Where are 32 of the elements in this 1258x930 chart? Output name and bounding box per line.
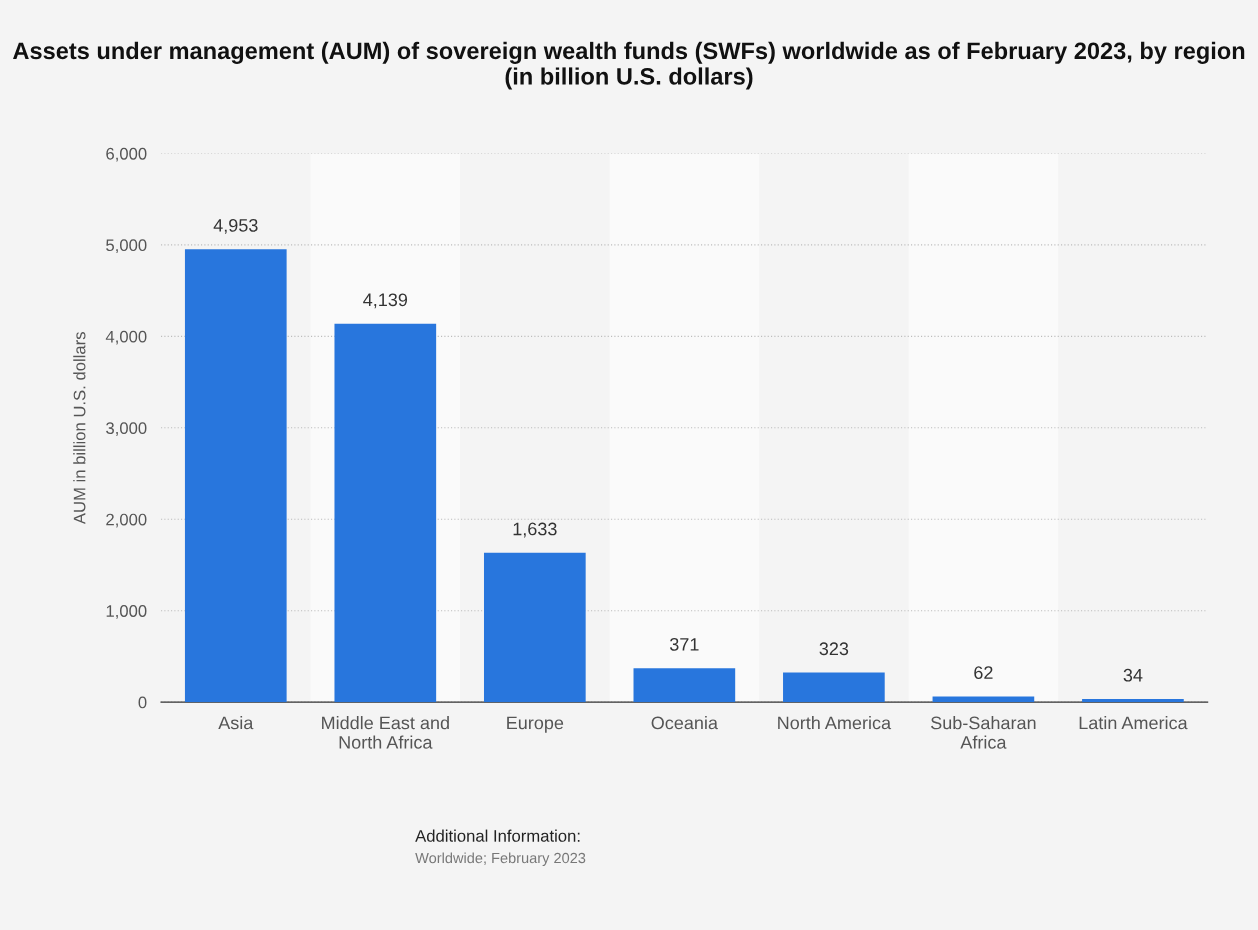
x-tick-label: Latin America [1079,716,1188,730]
data-label: 4,953 [213,218,258,234]
x-tick-label: Asia [218,716,254,730]
x-tick-label: Middle East and North Africa [322,716,449,749]
x-tick-label: Europe [507,716,564,733]
y-tick-label: 2,000 [106,513,147,528]
y-tick-label: 3,000 [106,422,147,436]
data-label: 1,633 [513,522,557,538]
y-tick-label: 5,000 [106,239,147,254]
bar [184,249,287,703]
data-label: 4,139 [363,293,408,309]
bar [633,668,736,703]
x-tick-label: Oceania [651,716,718,730]
y-tick-label: 1,000 [106,605,147,619]
bar [783,672,885,703]
text: Worldwide; February 2023 [415,852,586,867]
data-label: 371 [669,637,699,651]
data-label: 323 [819,642,849,656]
bar [1082,699,1184,703]
x-tick-label: North America [778,716,892,730]
bar [334,323,437,703]
y-tick-label: 6,000 [106,147,147,162]
y-tick-label: 0 [138,696,147,709]
data-label: 62 [974,666,993,680]
data-label: 34 [1123,668,1143,682]
x-tick-label: Sub-Saharan Africa [931,716,1036,749]
bar [932,696,1035,703]
y-axis-title: AUM in billion U.S. dollars [73,332,86,525]
bar [483,552,586,703]
chart-title: Assets under management (AUM) of sovereign wealth funds (SWFs) worldwide as of February 2023, by region (in billion U.S. dollars) [13,41,1245,90]
y-tick-label: 4,000 [105,330,147,345]
text: Additional Information: [415,829,580,842]
